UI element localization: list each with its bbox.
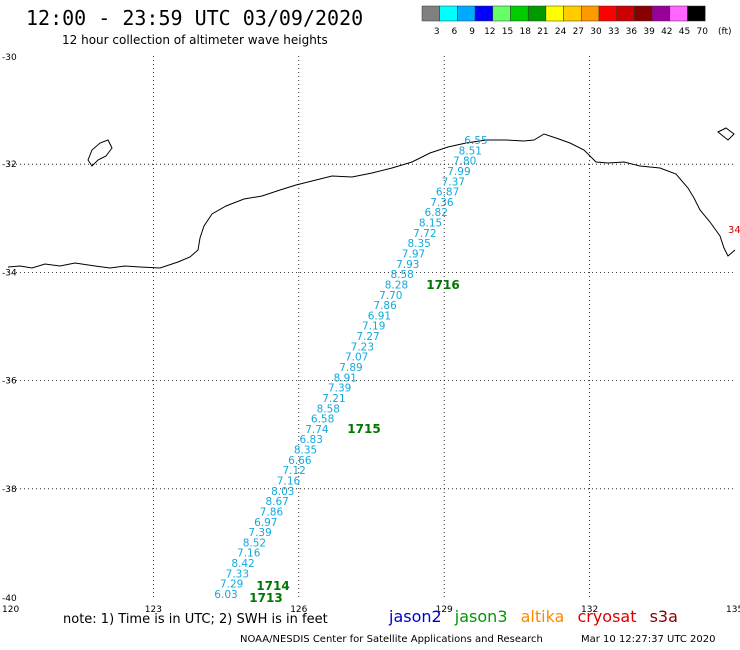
colorbar-label: 9 xyxy=(469,27,475,37)
swh-value: 8.58 xyxy=(317,403,340,415)
swh-value: 8.67 xyxy=(265,496,288,508)
swh-value: 7.74 xyxy=(305,424,329,436)
swh-value: 7.99 xyxy=(447,166,470,178)
colorbar-swatch xyxy=(687,5,706,22)
swh-value: 6.58 xyxy=(311,414,334,426)
colorbar-label: 15 xyxy=(502,27,513,37)
legend-altika: altika xyxy=(520,607,565,626)
swh-value: 8.91 xyxy=(334,372,357,384)
colorbar-label: 70 xyxy=(696,27,708,37)
colorbar-label: 30 xyxy=(590,27,602,37)
swh-value: 7.70 xyxy=(379,290,402,302)
swh-value: 7.33 xyxy=(226,568,249,580)
time-label: 1714 xyxy=(256,579,289,593)
island-shape xyxy=(87,139,113,167)
swh-value: 6.83 xyxy=(300,434,323,446)
page-title: 12:00 - 23:59 UTC 03/09/2020 xyxy=(26,6,364,30)
footer-credit: NOAA/NESDIS Center for Satellite Applica… xyxy=(240,634,543,645)
legend-jason2: jason2 xyxy=(389,607,442,626)
swh-value: 8.35 xyxy=(407,238,430,250)
swh-value: 8.03 xyxy=(271,486,294,498)
swh-value: 8.15 xyxy=(419,218,442,230)
page-subtitle: 12 hour collection of altimeter wave hei… xyxy=(62,33,328,47)
swh-value: 7.27 xyxy=(356,331,379,343)
swh-value: 7.19 xyxy=(362,321,385,333)
colorbar-label: 12 xyxy=(484,27,495,37)
coastline xyxy=(7,133,736,269)
swh-value: 8.28 xyxy=(385,279,408,291)
swh-value: 7.86 xyxy=(260,506,284,518)
swh-value: 7.80 xyxy=(453,156,476,168)
colorbar-label: 18 xyxy=(519,27,531,37)
swh-value: 6.87 xyxy=(436,187,459,199)
swh-value: 6.55 xyxy=(464,135,487,147)
lon-tick-label: 120 xyxy=(2,605,19,615)
color-scale-bar: 3 6 9 12 15 18 21 24 27 30 33 36 39 42 45 70 (ft) xyxy=(421,5,732,37)
colorbar-label: 33 xyxy=(608,27,619,37)
swh-value: 6.82 xyxy=(425,207,448,219)
footer-timestamp: Mar 10 12:27:37 UTC 2020 xyxy=(581,634,716,645)
lon-tick-label: 135 xyxy=(726,605,740,615)
swh-value: 6.97 xyxy=(254,517,277,529)
swh-value: 7.23 xyxy=(351,341,374,353)
edge-label: 34 xyxy=(728,225,740,236)
colorbar-label: 6 xyxy=(452,27,458,37)
swh-value: 7.36 xyxy=(430,197,454,209)
lat-tick-label: -30 xyxy=(2,53,17,63)
time-label: 1715 xyxy=(347,422,380,436)
swh-value: 6.66 xyxy=(288,455,312,467)
swh-value: 7.12 xyxy=(282,465,305,477)
lon-tick-label: 126 xyxy=(290,605,307,615)
colorbar-label: 27 xyxy=(573,27,584,37)
swh-value: 8.58 xyxy=(390,269,413,281)
swh-value: 7.72 xyxy=(413,228,436,240)
swh-value: 7.16 xyxy=(277,476,301,488)
swh-value: 7.39 xyxy=(328,383,351,395)
swh-value: 8.42 xyxy=(231,558,254,570)
swh-value: 7.07 xyxy=(345,352,368,364)
lat-tick-label: -38 xyxy=(2,485,17,495)
swh-value: 7.97 xyxy=(402,249,425,261)
swh-value: 8.52 xyxy=(243,537,266,549)
lat-tick-label: -40 xyxy=(2,594,17,604)
lat-tick-label: -36 xyxy=(2,377,17,387)
time-label: 1713 xyxy=(249,591,282,605)
lat-tick-label: -32 xyxy=(2,160,17,170)
swh-value: 7.39 xyxy=(248,527,271,539)
lon-tick-label: 132 xyxy=(581,605,598,615)
colorbar-label: 42 xyxy=(661,27,672,37)
swh-value: 8.51 xyxy=(459,145,482,157)
colorbar-label: 45 xyxy=(679,27,690,37)
swh-value: 8.35 xyxy=(294,445,317,457)
legend-cryosat: cryosat xyxy=(577,607,637,626)
colorbar-label: 24 xyxy=(555,27,567,37)
lon-tick-label: 123 xyxy=(145,605,162,615)
altimeter-track: 6.558.517.807.997.376.877.366.828.157.72… xyxy=(214,135,487,601)
legend-jason3: jason3 xyxy=(454,607,508,626)
swh-value: 7.89 xyxy=(339,362,362,374)
swh-value: 7.86 xyxy=(373,300,397,312)
swh-value: 7.37 xyxy=(442,176,465,188)
colorbar-label: 39 xyxy=(643,27,655,37)
swh-value: 7.29 xyxy=(220,579,243,591)
legend-s3a: s3a xyxy=(649,607,678,626)
swh-value: 6.03 xyxy=(214,589,237,601)
lat-tick-label: -34 xyxy=(2,268,17,278)
lon-tick-label: 129 xyxy=(436,605,453,615)
colorbar-unit: (ft) xyxy=(718,27,732,37)
colorbar-label: 21 xyxy=(537,27,548,37)
swh-value: 7.16 xyxy=(237,548,261,560)
swh-value: 6.91 xyxy=(368,310,391,322)
units-note: note: 1) Time is in UTC; 2) SWH is in fe… xyxy=(63,612,328,627)
colorbar-label: 3 xyxy=(434,27,440,37)
time-label: 1716 xyxy=(426,278,459,292)
footer: NOAA/NESDIS Center for Satellite Applica… xyxy=(240,634,735,645)
island-shape xyxy=(717,127,735,141)
satellite-legend: jason2 jason3 altika cryosat s3a xyxy=(389,607,686,626)
swh-value: 7.21 xyxy=(322,393,345,405)
swh-value: 7.93 xyxy=(396,259,419,271)
colorbar-label: 36 xyxy=(626,27,638,37)
